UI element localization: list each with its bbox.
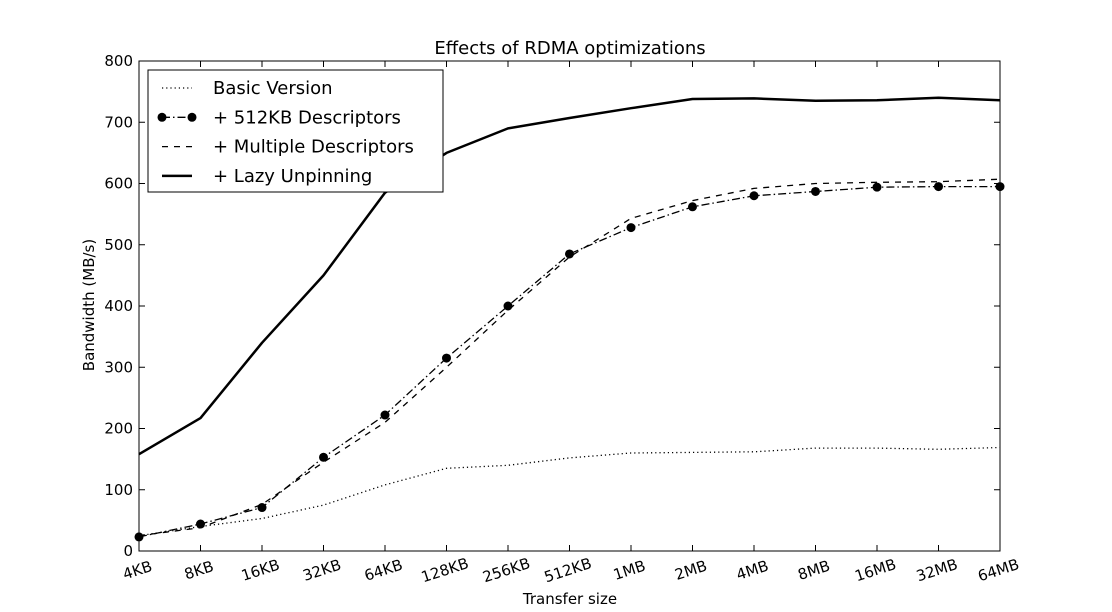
series-2-point-4MB <box>749 191 759 201</box>
y-tick-label: 0 <box>123 542 133 560</box>
series-2-point-128KB <box>442 353 451 363</box>
legend-label: Basic Version <box>213 78 333 99</box>
series-2-point-32KB <box>319 452 328 462</box>
y-tick-label: 800 <box>104 52 133 70</box>
series-2-point-16KB <box>257 503 267 513</box>
y-tick-label: 300 <box>104 358 133 376</box>
legend-marker-2-b <box>187 112 197 122</box>
y-tick-label: 400 <box>104 297 133 315</box>
legend-label: + Lazy Unpinning <box>213 166 372 187</box>
y-tick-label: 100 <box>104 481 133 499</box>
series-2-point-8MB <box>811 186 820 196</box>
legend-box <box>147 69 444 193</box>
y-tick-label: 600 <box>104 175 133 193</box>
chart-title: Effects of RDMA optimizations <box>434 38 705 59</box>
series-2-point-16MB <box>872 182 882 192</box>
legend: Basic Version + 512KB Descriptors + Multip… <box>147 69 444 193</box>
plot-area <box>134 96 1005 542</box>
legend-marker-2-a <box>157 112 167 122</box>
y-axis-label: Bandwidth (MB/s) <box>80 239 98 371</box>
series-2-point-64KB <box>380 410 390 420</box>
series-2-point-2MB <box>688 202 697 212</box>
y-tick-label: 700 <box>104 113 133 131</box>
series-line-4 <box>138 96 1001 456</box>
legend-label: + Multiple Descriptors <box>213 137 414 158</box>
series-2-point-32MB <box>934 182 943 192</box>
series-2-point-512KB <box>565 249 574 259</box>
legend-label: + 512KB Descriptors <box>213 107 401 128</box>
series-2-point-1MB <box>626 223 636 233</box>
y-tick-label: 200 <box>104 420 133 438</box>
y-tick-label: 500 <box>104 236 133 254</box>
series-line-2 <box>138 185 1000 538</box>
series-2-point-256KB <box>503 301 513 311</box>
x-axis-label: Transfer size <box>522 590 617 608</box>
